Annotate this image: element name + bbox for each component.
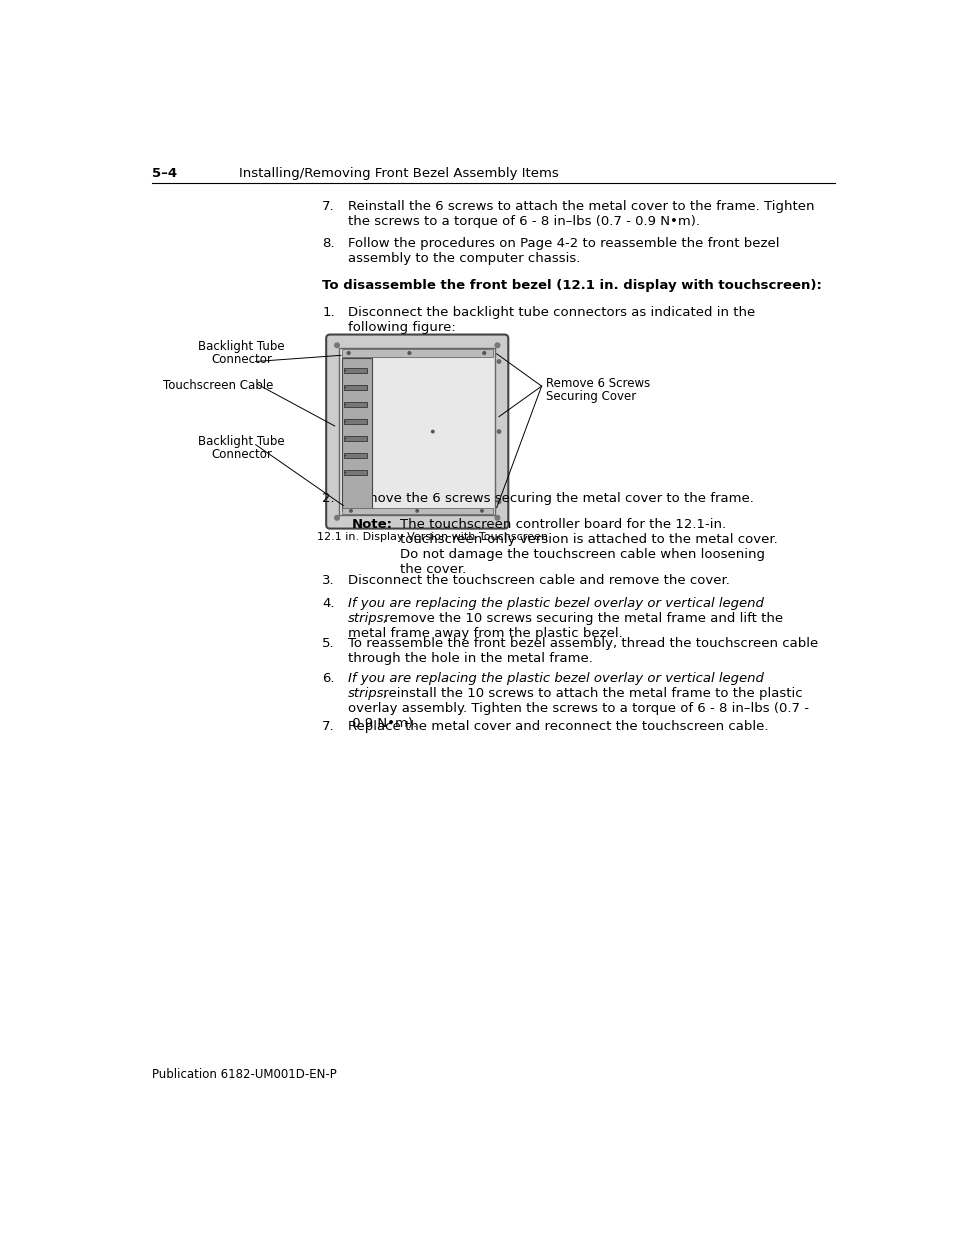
Text: 4.: 4. [322, 597, 335, 610]
Text: Replace the metal cover and reconnect the touchscreen cable.: Replace the metal cover and reconnect th… [348, 720, 767, 734]
Circle shape [497, 359, 500, 363]
Text: touchscreen-only version is attached to the metal cover.: touchscreen-only version is attached to … [399, 532, 777, 546]
Circle shape [495, 515, 499, 520]
Text: 7.: 7. [322, 720, 335, 734]
Text: the cover.: the cover. [399, 563, 466, 576]
Bar [341, 350, 493, 357]
Circle shape [416, 510, 418, 513]
Text: Reinstall the 6 screws to attach the metal cover to the frame. Tighten: Reinstall the 6 screws to attach the met… [348, 200, 814, 212]
Text: 1.: 1. [322, 306, 335, 319]
Text: Securing Cover: Securing Cover [545, 389, 635, 403]
Circle shape [408, 352, 411, 354]
Text: If you are replacing the plastic bezel overlay or vertical legend: If you are replacing the plastic bezel o… [348, 597, 763, 610]
Text: 6.: 6. [322, 672, 335, 684]
Text: metal frame away from the plastic bezel.: metal frame away from the plastic bezel. [348, 627, 622, 640]
FancyBboxPatch shape [326, 335, 508, 529]
Text: 0.9 N•m).: 0.9 N•m). [348, 716, 416, 730]
Text: Disconnect the backlight tube connectors as indicated in the: Disconnect the backlight tube connectors… [348, 306, 755, 319]
Circle shape [347, 352, 350, 354]
Text: strips,: strips, [348, 613, 388, 625]
Bar [344, 419, 367, 424]
Text: Do not damage the touchscreen cable when loosening: Do not damage the touchscreen cable when… [399, 548, 764, 561]
Text: Disconnect the touchscreen cable and remove the cover.: Disconnect the touchscreen cable and rem… [348, 574, 729, 587]
Bar [344, 401, 367, 406]
Bar [344, 385, 367, 390]
Text: reinstall the 10 screws to attach the metal frame to the plastic: reinstall the 10 screws to attach the me… [378, 687, 801, 700]
Bar [344, 453, 367, 458]
Text: Backlight Tube: Backlight Tube [198, 340, 285, 353]
Bar [339, 347, 495, 515]
Text: Note:: Note: [352, 517, 393, 531]
Text: To reassemble the front bezel assembly, thread the touchscreen cable: To reassemble the front bezel assembly, … [348, 637, 818, 650]
Text: Remove the 6 screws securing the metal cover to the frame.: Remove the 6 screws securing the metal c… [348, 493, 753, 505]
Bar [344, 436, 367, 441]
Text: 8.: 8. [322, 237, 335, 249]
Text: 5–4: 5–4 [152, 168, 176, 180]
Text: Connector: Connector [211, 353, 272, 366]
Text: remove the 10 screws securing the metal frame and lift the: remove the 10 screws securing the metal … [380, 613, 782, 625]
Text: To disassemble the front bezel (12.1 in. display with touchscreen):: To disassemble the front bezel (12.1 in.… [322, 279, 821, 293]
Text: through the hole in the metal frame.: through the hole in the metal frame. [348, 652, 592, 666]
Text: strips,: strips, [348, 687, 388, 700]
Text: The touchscreen controller board for the 12.1-in.: The touchscreen controller board for the… [399, 517, 725, 531]
Circle shape [497, 500, 500, 504]
Circle shape [335, 515, 339, 520]
Text: Touchscreen Cable: Touchscreen Cable [163, 379, 274, 393]
Text: 2.: 2. [322, 493, 335, 505]
Text: Publication 6182-UM001D-EN-P: Publication 6182-UM001D-EN-P [152, 1068, 336, 1082]
Circle shape [431, 430, 434, 432]
Circle shape [350, 510, 352, 513]
Text: 3.: 3. [322, 574, 335, 587]
Circle shape [480, 510, 482, 513]
Text: Connector: Connector [211, 448, 272, 461]
Text: Remove 6 Screws: Remove 6 Screws [545, 377, 649, 390]
Text: 12.1 in. Display Version with Touchscreen: 12.1 in. Display Version with Touchscree… [317, 532, 548, 542]
Circle shape [335, 343, 339, 347]
Text: Installing/Removing Front Bezel Assembly Items: Installing/Removing Front Bezel Assembly… [239, 168, 558, 180]
Bar [342, 358, 372, 511]
Bar [344, 368, 367, 373]
Text: the screws to a torque of 6 - 8 in–lbs (0.7 - 0.9 N•m).: the screws to a torque of 6 - 8 in–lbs (… [348, 215, 700, 227]
Circle shape [482, 352, 485, 354]
Circle shape [495, 343, 499, 347]
Text: following figure:: following figure: [348, 321, 456, 333]
Bar [344, 469, 367, 474]
Text: 7.: 7. [322, 200, 335, 212]
Bar [341, 508, 493, 514]
Text: overlay assembly. Tighten the screws to a torque of 6 - 8 in–lbs (0.7 -: overlay assembly. Tighten the screws to … [348, 701, 808, 715]
Circle shape [497, 430, 500, 433]
Text: If you are replacing the plastic bezel overlay or vertical legend: If you are replacing the plastic bezel o… [348, 672, 763, 684]
Text: assembly to the computer chassis.: assembly to the computer chassis. [348, 252, 579, 264]
Text: Follow the procedures on Page 4-2 to reassemble the front bezel: Follow the procedures on Page 4-2 to rea… [348, 237, 779, 249]
Text: Backlight Tube: Backlight Tube [198, 436, 285, 448]
Text: 5.: 5. [322, 637, 335, 650]
